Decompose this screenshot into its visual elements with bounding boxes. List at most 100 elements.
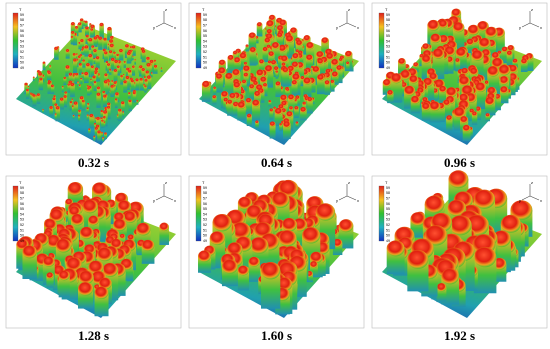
- peak-stem: [477, 26, 489, 48]
- peak-stem: [114, 99, 118, 109]
- peak-stem: [74, 74, 79, 85]
- peak-stem: [42, 62, 46, 71]
- peak-dome: [429, 101, 441, 112]
- peak-dome: [146, 63, 152, 68]
- peak-dome: [79, 96, 85, 101]
- peak-stem: [279, 124, 283, 132]
- peak-dome: [63, 95, 68, 99]
- peak-stem: [295, 122, 299, 128]
- peak-dome: [131, 45, 136, 50]
- colorbar-label: 51: [203, 228, 207, 232]
- peak-dome: [123, 60, 126, 64]
- colorbar-label: 50: [386, 234, 390, 238]
- peak-dome: [73, 101, 79, 106]
- peak-dome: [248, 32, 257, 40]
- peak-stem: [128, 93, 131, 99]
- peak-stem: [132, 93, 137, 103]
- colorbar-label: 57: [203, 197, 207, 201]
- colorbar: [195, 185, 202, 242]
- peak-stem: [58, 275, 70, 298]
- colorbar-title: T: [19, 180, 22, 185]
- peak-dome: [302, 101, 307, 106]
- peak-stem: [93, 58, 96, 64]
- peak-dome: [78, 62, 83, 67]
- peak-dome: [145, 70, 150, 75]
- peak-dome: [92, 182, 108, 197]
- peak-dome: [78, 84, 81, 87]
- peak-dome: [136, 222, 151, 236]
- peak-dome: [88, 128, 91, 131]
- peak-stem: [74, 27, 79, 37]
- peak-dome: [209, 231, 226, 246]
- peak-stem: [85, 28, 90, 37]
- peak-dome: [302, 227, 321, 244]
- peak-dome: [100, 117, 103, 120]
- peak-dome: [478, 37, 491, 49]
- peak-stem: [446, 117, 453, 132]
- axis-triad: [529, 22, 540, 28]
- peak-dome: [253, 80, 259, 86]
- peak-stem: [81, 73, 84, 80]
- colorbar-label: 49: [203, 66, 207, 70]
- peak-dome: [446, 115, 453, 121]
- peak-stem: [93, 50, 98, 59]
- peak-dome: [447, 199, 467, 217]
- peak-dome: [54, 103, 58, 107]
- peak-stem: [102, 122, 106, 128]
- peak-stem: [249, 50, 257, 66]
- peak-dome: [103, 79, 109, 85]
- peak-stem: [275, 83, 281, 97]
- peak-dome: [67, 181, 84, 196]
- colorbar-title: T: [385, 7, 388, 12]
- peak-stem: [91, 46, 95, 57]
- peak-dome: [252, 99, 261, 107]
- peak-dome: [104, 73, 108, 77]
- peak-dome: [382, 78, 392, 87]
- peak-dome: [93, 57, 96, 60]
- peak-dome: [477, 21, 489, 32]
- peak-dome: [387, 89, 394, 96]
- peak-stem: [338, 225, 354, 249]
- peak-dome: [453, 107, 466, 119]
- peak-stem: [307, 99, 313, 114]
- peak-stem: [93, 123, 97, 130]
- peak-dome: [144, 78, 148, 83]
- peak-dome: [471, 50, 484, 61]
- peak-dome: [266, 20, 275, 28]
- peak-dome: [487, 86, 497, 95]
- peak-dome: [149, 59, 154, 64]
- peak-dome: [346, 61, 350, 65]
- peak-dome: [72, 52, 77, 57]
- peak-dome: [213, 86, 217, 90]
- peak-stem: [68, 74, 73, 86]
- peak-dome: [332, 238, 343, 248]
- peak-stem: [114, 61, 119, 74]
- peak-stem: [320, 60, 329, 78]
- axis-label: x: [540, 198, 542, 203]
- peak-dome: [78, 114, 81, 117]
- peak-dome: [94, 67, 99, 71]
- peak-dome: [24, 82, 28, 86]
- peak-dome: [262, 46, 269, 52]
- peak-stem: [84, 47, 89, 57]
- peak-stem: [75, 59, 79, 68]
- peak-stem: [101, 120, 104, 129]
- peak-stem: [94, 128, 99, 137]
- colorbar-title: T: [202, 7, 205, 12]
- peak-stem: [86, 108, 89, 114]
- peak-stem: [268, 101, 272, 107]
- peak-dome: [306, 42, 315, 50]
- peak-stem: [246, 115, 252, 127]
- peak-stem: [59, 99, 65, 110]
- peak-stem: [485, 115, 490, 122]
- peak-stem: [138, 67, 143, 77]
- peak-stem: [103, 53, 108, 63]
- peak-dome: [55, 238, 72, 253]
- colorbar-title: T: [202, 180, 205, 185]
- peak-dome: [108, 50, 113, 54]
- peak-stem: [429, 106, 441, 123]
- peak-stem: [110, 86, 115, 97]
- peak-dome: [90, 28, 94, 32]
